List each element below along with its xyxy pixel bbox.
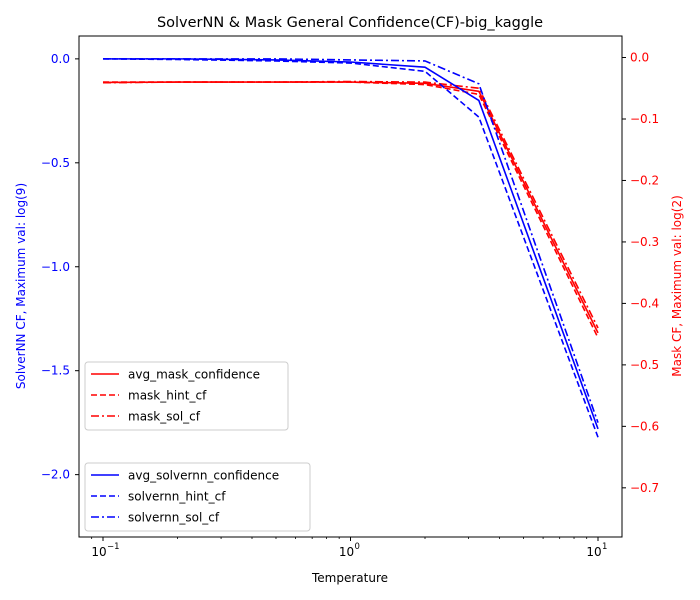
legend-label: avg_solvernn_confidence — [128, 469, 279, 483]
y-left-tick-label: −2.0 — [41, 468, 70, 482]
y-left-tick-label: 0.0 — [51, 52, 70, 66]
series-line-solvernn_sol_cf — [102, 58, 599, 423]
y-right-tick-label: −0.4 — [630, 296, 659, 310]
legend-box — [84, 462, 311, 532]
y-right-tick-label: −0.1 — [630, 112, 659, 126]
legend-label: mask_sol_cf — [128, 410, 201, 424]
x-axis: 10 −1 10 0 10 1 — [91, 537, 607, 559]
x-tick-label: 10 — [91, 545, 106, 559]
y-axis-right-label: Mask CF, Maximum val: log(2) — [670, 195, 684, 377]
plot-frame — [78, 35, 623, 538]
x-tick-label: 10 — [586, 545, 601, 559]
x-axis-label: Temperature — [311, 571, 388, 585]
y-right-tick-label: −0.3 — [630, 235, 659, 249]
legend-label: mask_hint_cf — [128, 389, 207, 403]
y-right-tick-label: −0.5 — [630, 358, 659, 372]
y-left-tick-label: −0.5 — [41, 156, 70, 170]
y-axis-right: 0.0 −0.1 −0.2 −0.3 −0.4 −0.5 −0.6 −0.7 — [622, 51, 659, 495]
y-right-tick-label: −0.7 — [630, 481, 659, 495]
y-right-tick-label: 0.0 — [630, 51, 649, 65]
y-right-tick-label: −0.6 — [630, 419, 659, 433]
series-line-avg_mask_confidence — [102, 81, 599, 334]
y-axis-left-label: SolverNN CF, Maximum val: log(9) — [14, 183, 28, 389]
y-axis-left: 0.0 −0.5 −1.0 −1.5 −2.0 — [41, 52, 79, 482]
legend-lower-left: avg_solvernn_confidence solvernn_hint_cfs… — [84, 462, 311, 532]
x-tick-label: 10 — [339, 545, 354, 559]
legends: avg_mask_confidence mask_hint_cf mask_sol_… — [84, 361, 311, 532]
legend-box — [84, 361, 289, 431]
x-tick-exponent: −1 — [107, 542, 120, 552]
y-right-tick-label: −0.2 — [630, 173, 659, 187]
series-line-solvernn_hint_cf — [102, 58, 599, 438]
legend-label: solvernn_hint_cf — [128, 490, 226, 504]
x-tick-exponent: 1 — [602, 542, 607, 552]
plot-area — [102, 58, 599, 438]
chart-title: SolverNN & Mask General Confidence(CF)-b… — [157, 15, 543, 31]
x-tick-exponent: 0 — [355, 542, 360, 552]
legend-center-left: avg_mask_confidence mask_hint_cf mask_sol_… — [84, 361, 289, 431]
legend-label: avg_mask_confidence — [128, 368, 260, 382]
series-line-mask_sol_cf — [102, 80, 599, 329]
legend-label: solvernn_sol_cf — [128, 511, 220, 525]
y-left-tick-label: −1.0 — [41, 260, 70, 274]
y-left-tick-label: −1.5 — [41, 364, 70, 378]
